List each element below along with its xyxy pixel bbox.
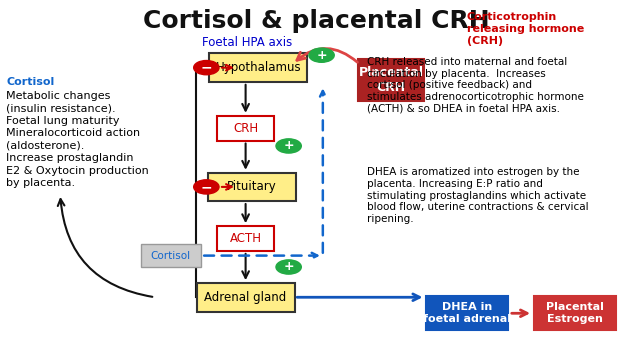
Circle shape (276, 139, 301, 153)
Text: Metabolic changes: Metabolic changes (6, 91, 111, 101)
Text: Increase prostaglandin: Increase prostaglandin (6, 153, 134, 163)
Text: −: − (201, 180, 212, 194)
Circle shape (194, 61, 219, 75)
FancyBboxPatch shape (217, 116, 274, 141)
FancyBboxPatch shape (426, 296, 508, 330)
Text: Placental
Estrogen: Placental Estrogen (546, 303, 604, 324)
Text: Hypothalamus: Hypothalamus (215, 61, 301, 74)
Text: Foetal lung maturity: Foetal lung maturity (6, 116, 120, 126)
Text: Cortisol: Cortisol (151, 251, 191, 261)
Text: DHEA is aromatized into estrogen by the
placenta. Increasing E:P ratio and
stimu: DHEA is aromatized into estrogen by the … (367, 167, 589, 224)
Text: (aldosterone).: (aldosterone). (6, 141, 85, 151)
Text: Corticotrophin
releasing hormone
(CRH): Corticotrophin releasing hormone (CRH) (467, 12, 584, 46)
FancyBboxPatch shape (358, 59, 424, 101)
Text: (insulin resistance).: (insulin resistance). (6, 103, 116, 113)
Text: Cortisol & placental CRH: Cortisol & placental CRH (143, 9, 490, 33)
Text: +: + (284, 140, 294, 152)
Text: +: + (316, 49, 327, 62)
FancyBboxPatch shape (534, 296, 616, 330)
Text: Placental
CRH: Placental CRH (359, 66, 423, 94)
Text: −: − (201, 61, 212, 75)
Circle shape (309, 48, 334, 62)
Text: Mineralocorticoid action: Mineralocorticoid action (6, 128, 141, 138)
Text: +: + (284, 261, 294, 273)
Text: CRH released into maternal and foetal
circulation by placenta.  Increases
cortis: CRH released into maternal and foetal ci… (367, 57, 584, 113)
Text: DHEA in
foetal adrenal: DHEA in foetal adrenal (423, 303, 511, 324)
Text: Pituitary: Pituitary (227, 180, 277, 193)
Circle shape (276, 260, 301, 274)
Text: CRH: CRH (233, 122, 258, 135)
Text: Adrenal gland: Adrenal gland (204, 291, 287, 304)
Text: Foetal HPA axis: Foetal HPA axis (202, 36, 292, 49)
Text: E2 & Oxytocin production: E2 & Oxytocin production (6, 166, 149, 176)
Circle shape (194, 180, 219, 194)
FancyBboxPatch shape (209, 53, 307, 82)
FancyBboxPatch shape (208, 173, 296, 201)
Text: Cortisol: Cortisol (6, 77, 54, 87)
Text: by placenta.: by placenta. (6, 178, 75, 188)
FancyBboxPatch shape (217, 226, 274, 251)
FancyBboxPatch shape (141, 244, 201, 267)
Text: ACTH: ACTH (230, 232, 261, 245)
FancyBboxPatch shape (196, 283, 294, 312)
